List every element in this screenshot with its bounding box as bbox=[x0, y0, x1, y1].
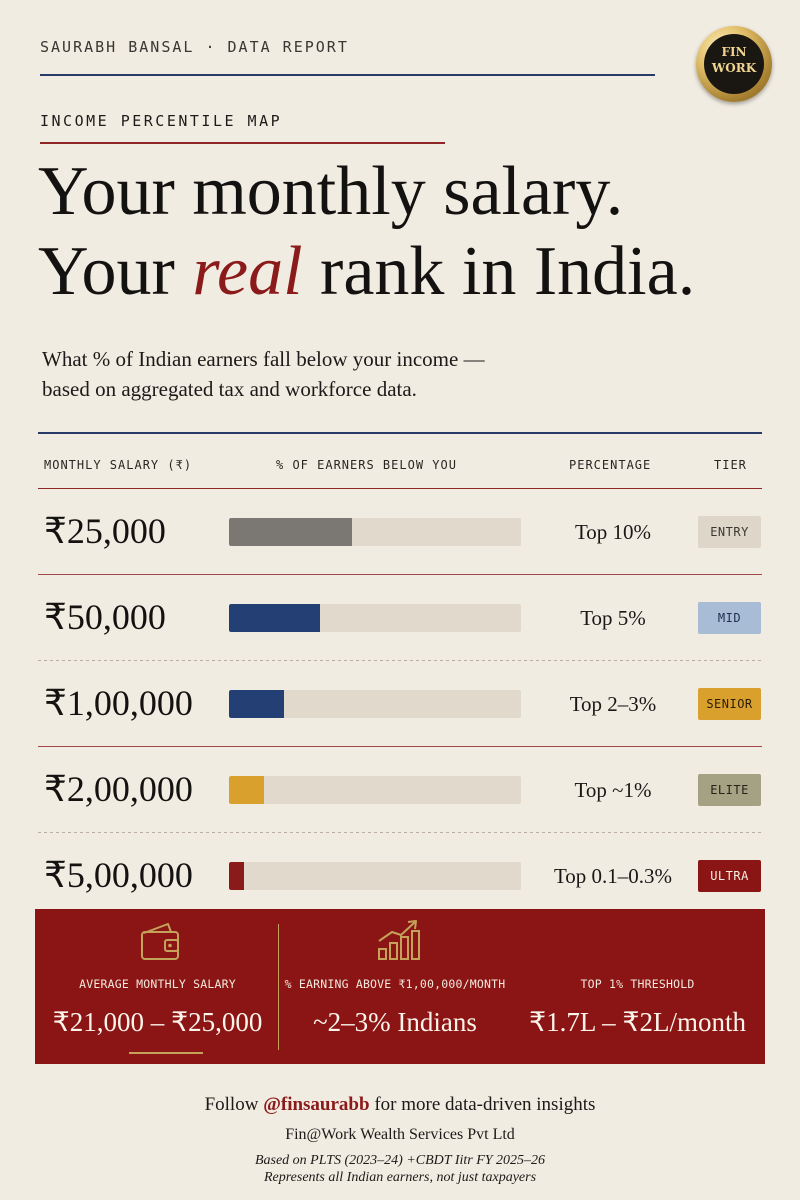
bar-track bbox=[229, 776, 521, 804]
follow-pre: Follow bbox=[204, 1094, 264, 1115]
header-bar: % OF EARNERS BELOW YOU bbox=[276, 458, 457, 472]
source-note: Based on PLTS (2023–24) +CBDT Iitr FY 20… bbox=[0, 1152, 800, 1186]
row-separator bbox=[38, 660, 762, 661]
header-tier: TIER bbox=[714, 458, 747, 472]
bar-fill bbox=[229, 604, 320, 632]
bar-fill bbox=[229, 776, 264, 804]
brand-separator: · bbox=[205, 38, 217, 56]
headline-emphasis: real bbox=[192, 233, 303, 310]
stat-label-average: AVERAGE MONTHLY SALARY bbox=[79, 977, 236, 991]
table-row: ₹5,00,000 Top 0.1–0.3% ULTRA bbox=[38, 833, 762, 919]
bar-fill bbox=[229, 690, 284, 718]
headline-line2: Your real rank in India. bbox=[38, 232, 778, 312]
company-name: Fin@Work Wealth Services Pvt Ltd bbox=[285, 1126, 515, 1143]
bar-fill bbox=[229, 518, 352, 546]
stat-value-top1: ₹1.7L – ₹2L/month bbox=[528, 1007, 747, 1037]
header-rule bbox=[40, 74, 655, 76]
tier-badge: ELITE bbox=[698, 774, 761, 806]
report-label: DATA REPORT bbox=[227, 38, 349, 56]
row-separator bbox=[38, 574, 762, 575]
source-line2: Represents all Indian earners, not just … bbox=[263, 1170, 537, 1185]
follow-line: Follow @finsaurabb for more data-driven … bbox=[0, 1094, 800, 1116]
salary-value: ₹2,00,000 bbox=[44, 769, 193, 809]
panel-divider-1 bbox=[278, 924, 279, 1050]
stat-label-top1: TOP 1% THRESHOLD bbox=[580, 977, 695, 991]
salary-value: ₹1,00,000 bbox=[44, 683, 193, 723]
brand-line: SAURABH BANSAL · DATA REPORT bbox=[40, 38, 349, 56]
row-separator bbox=[38, 832, 762, 833]
salary-value: ₹50,000 bbox=[44, 597, 166, 637]
salary-value: ₹25,000 bbox=[44, 511, 166, 551]
percentage-value: Top ~1% bbox=[574, 778, 652, 802]
header-rule-bottom bbox=[38, 488, 762, 489]
subhead-line1: What % of Indian earners fall below your… bbox=[42, 347, 485, 371]
percentage-value: Top 5% bbox=[580, 606, 646, 630]
stat-value-above-1l: ~2–3% Indians bbox=[313, 1007, 477, 1037]
logo-badge: FIN WORK bbox=[704, 34, 764, 94]
headline-line2-pre: Your bbox=[38, 233, 193, 310]
row-separator bbox=[38, 746, 762, 747]
tier-badge: ULTRA bbox=[698, 860, 761, 892]
header-percentage: PERCENTAGE bbox=[569, 458, 652, 472]
bar-track bbox=[229, 518, 521, 546]
headline: Your monthly salary. Your real rank in I… bbox=[38, 152, 778, 312]
percentage-value: Top 0.1–0.3% bbox=[553, 864, 673, 888]
table-row: ₹1,00,000 Top 2–3% SENIOR bbox=[38, 661, 762, 747]
salary-value: ₹5,00,000 bbox=[44, 855, 193, 895]
table-top-rule bbox=[38, 432, 762, 434]
growth-chart-icon bbox=[378, 920, 420, 960]
tier-badge: ENTRY bbox=[698, 516, 761, 548]
subhead-line2: based on aggregated tax and workforce da… bbox=[42, 377, 417, 401]
section-label: INCOME PERCENTILE MAP bbox=[40, 112, 283, 130]
stat-label-above-1l: % EARNING ABOVE ₹1,00,000/MONTH bbox=[284, 977, 506, 991]
stats-panel: AVERAGE MONTHLY SALARY ₹21,000 – ₹25,000… bbox=[35, 909, 765, 1064]
logo-line2: WORK bbox=[711, 61, 757, 75]
social-handle-link[interactable]: @finsaurabb bbox=[263, 1094, 370, 1115]
table-row: ₹2,00,000 Top ~1% ELITE bbox=[38, 747, 762, 833]
source-line1: Based on PLTS (2023–24) +CBDT Iitr FY 20… bbox=[254, 1153, 546, 1168]
finwork-logo: FIN WORK bbox=[696, 26, 772, 102]
logo-line1: FIN bbox=[721, 45, 747, 59]
percentage-value: Top 2–3% bbox=[569, 692, 657, 716]
percentage-value: Top 10% bbox=[574, 520, 652, 544]
bar-track bbox=[229, 690, 521, 718]
headline-line1: Your monthly salary. bbox=[38, 153, 624, 230]
bar-track bbox=[229, 862, 521, 890]
subheading: What % of Indian earners fall below your… bbox=[42, 344, 742, 404]
header-salary: MONTHLY SALARY (₹) bbox=[44, 458, 193, 472]
stat-value-average: ₹21,000 – ₹25,000 bbox=[52, 1007, 263, 1037]
tier-badge: SENIOR bbox=[698, 688, 761, 720]
tier-badge: MID bbox=[698, 602, 761, 634]
wallet-icon bbox=[141, 923, 179, 960]
author-name: SAURABH BANSAL bbox=[40, 38, 195, 56]
bar-fill bbox=[229, 862, 244, 890]
section-rule bbox=[40, 142, 445, 144]
table-row: ₹50,000 Top 5% MID bbox=[38, 575, 762, 661]
follow-post: for more data-driven insights bbox=[369, 1094, 596, 1115]
headline-line2-post: rank in India. bbox=[302, 233, 696, 310]
bar-track bbox=[229, 604, 521, 632]
table-row: ₹25,000 Top 10% ENTRY bbox=[38, 489, 762, 575]
stat-underline bbox=[129, 1052, 203, 1054]
